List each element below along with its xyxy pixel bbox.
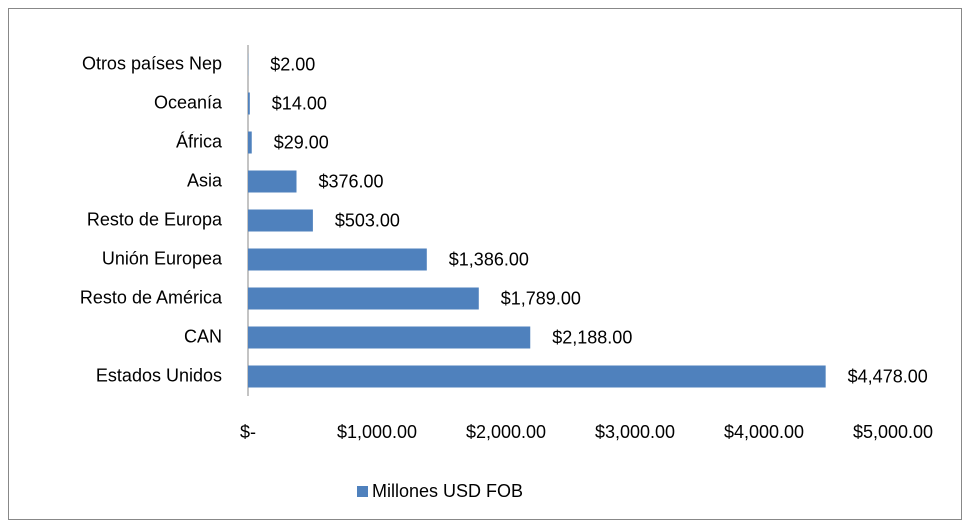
bar [248,365,826,388]
bar [248,209,313,232]
y-tick-label: Estados Unidos [96,365,222,385]
y-tick-label: Asia [187,170,223,190]
bar [248,287,479,310]
chart-border [8,8,962,520]
y-tick-label: Oceanía [154,92,223,112]
y-tick-label: África [176,131,223,151]
y-tick-label: Resto de América [80,287,223,307]
y-tick-label: Unión Europea [102,248,223,268]
legend-swatch [357,486,368,497]
bar [248,326,531,349]
x-tick-label: $- [240,422,256,442]
data-label: $14.00 [272,93,327,113]
bar [248,248,427,271]
data-label: $2,188.00 [552,327,632,347]
bar [248,92,250,115]
y-tick-label: Resto de Europa [87,209,223,229]
data-label: $1,386.00 [449,249,529,269]
data-label: $4,478.00 [848,366,928,386]
x-tick-label: $4,000.00 [724,422,804,442]
y-tick-label: Otros países Nep [82,53,222,73]
legend-label: Millones USD FOB [372,481,523,501]
x-tick-label: $2,000.00 [466,422,546,442]
data-label: $1,789.00 [501,288,581,308]
y-tick-label: CAN [184,326,222,346]
x-tick-label: $5,000.00 [853,422,933,442]
data-label: $2.00 [270,54,315,74]
bar [248,170,297,193]
x-tick-label: $3,000.00 [595,422,675,442]
bar [248,131,252,154]
data-label: $503.00 [335,210,400,230]
data-label: $376.00 [319,171,384,191]
data-label: $29.00 [274,132,329,152]
x-tick-label: $1,000.00 [337,422,417,442]
